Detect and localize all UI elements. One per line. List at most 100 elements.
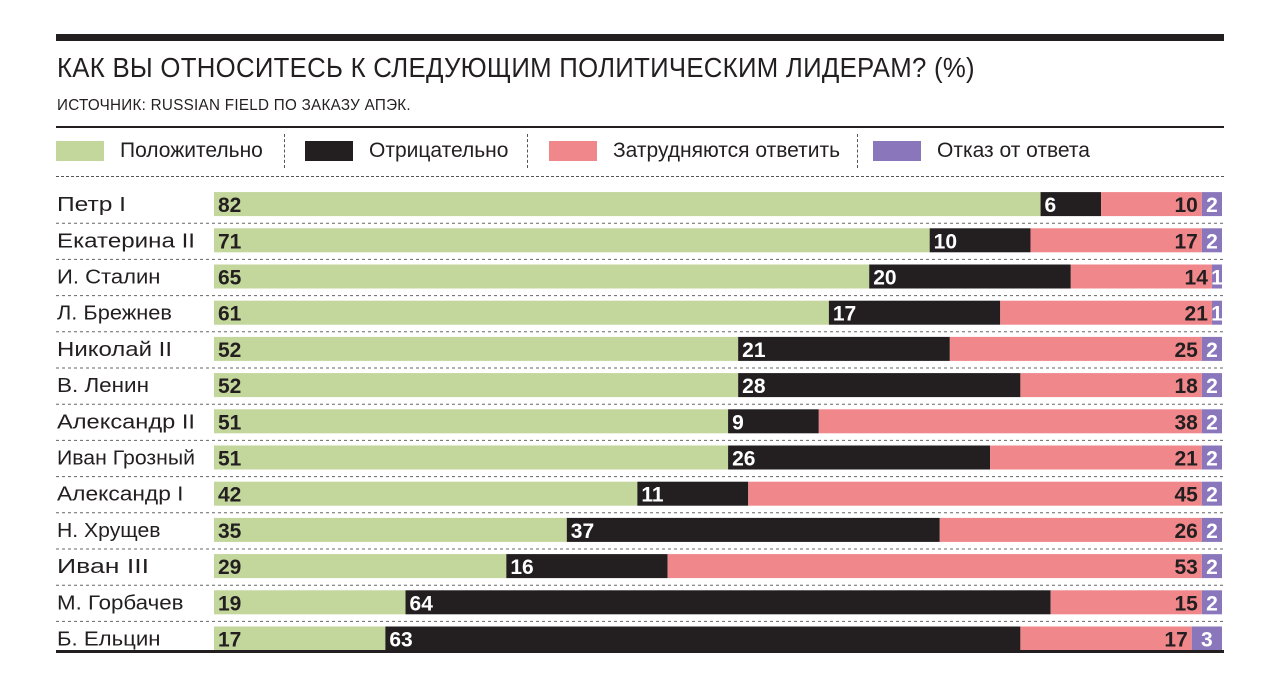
category-label: Иван III xyxy=(57,556,149,578)
bar-segment-positive xyxy=(214,192,1041,217)
bar-segment-undecided xyxy=(1020,626,1192,651)
category-label: Александр II xyxy=(57,411,195,433)
data-label-refused: 2 xyxy=(1206,411,1218,434)
legend-item-refused: Отказ от ответа xyxy=(873,132,1090,170)
bar-segment-negative xyxy=(869,264,1071,289)
legend-item-undecided: Затрудняются ответить xyxy=(549,132,840,170)
legend-swatch-refused xyxy=(873,141,921,161)
data-label-refused: 2 xyxy=(1206,375,1218,398)
data-label-positive: 51 xyxy=(218,411,242,434)
bar-segment-negative xyxy=(929,228,1031,253)
data-label-undecided: 14 xyxy=(1185,267,1209,290)
bar-segment-negative xyxy=(738,373,1021,398)
bottom-rule xyxy=(56,650,1224,653)
bar-segment-negative xyxy=(566,517,940,542)
category-label: Иван Грозный xyxy=(57,448,195,470)
data-label-undecided: 15 xyxy=(1174,592,1198,615)
category-label: М. Горбачев xyxy=(57,592,184,614)
data-label-positive: 35 xyxy=(218,520,242,543)
legend-label-refused: Отказ от ответа xyxy=(937,139,1090,162)
bar-segment-refused xyxy=(1201,481,1222,506)
category-label: Петр I xyxy=(57,194,126,216)
bar-segment-positive xyxy=(214,409,729,434)
data-label-positive: 82 xyxy=(218,194,241,217)
bar-segment-refused xyxy=(1201,517,1222,542)
legend-swatch-negative xyxy=(305,141,353,161)
bar-segment-undecided xyxy=(818,409,1202,434)
data-label-negative: 63 xyxy=(389,629,412,652)
bar-segment-refused xyxy=(1191,626,1222,651)
data-label-undecided: 18 xyxy=(1174,375,1198,398)
legend-top-rule xyxy=(56,126,1224,128)
bar-segment-refused xyxy=(1201,409,1222,434)
data-label-undecided: 25 xyxy=(1174,339,1198,362)
bar-segment-undecided xyxy=(667,554,1202,579)
bar-segment-undecided xyxy=(1020,373,1202,398)
data-label-negative: 11 xyxy=(641,484,664,507)
data-label-undecided: 10 xyxy=(1174,194,1197,217)
data-label-positive: 52 xyxy=(218,375,241,398)
data-label-undecided: 26 xyxy=(1174,520,1197,543)
bar-segment-undecided xyxy=(939,517,1202,542)
bar-segment-refused xyxy=(1211,264,1222,289)
data-label-positive: 29 xyxy=(218,556,241,579)
data-label-refused: 1 xyxy=(1211,303,1223,326)
data-label-refused: 2 xyxy=(1206,448,1218,471)
category-label: Н. Хрущев xyxy=(57,520,161,542)
data-label-refused: 2 xyxy=(1206,592,1218,615)
data-label-positive: 51 xyxy=(218,448,242,471)
bar-segment-refused xyxy=(1201,445,1222,470)
chart-title: КАК ВЫ ОТНОСИТЕСЬ К СЛЕДУЮЩИМ ПОЛИТИЧЕСК… xyxy=(57,52,975,83)
bar-segment-positive xyxy=(214,264,870,289)
data-label-positive: 71 xyxy=(218,230,242,253)
data-label-positive: 61 xyxy=(218,303,242,326)
bar-segment-undecided xyxy=(949,336,1202,361)
data-label-negative: 37 xyxy=(571,520,594,543)
bar-segment-positive xyxy=(214,626,386,651)
data-label-refused: 2 xyxy=(1206,339,1218,362)
data-label-refused: 2 xyxy=(1206,194,1218,217)
bar-segment-negative xyxy=(828,300,1001,325)
data-label-positive: 52 xyxy=(218,339,241,362)
category-label: И. Сталин xyxy=(57,267,161,289)
data-label-negative: 17 xyxy=(833,303,856,326)
bar-segment-negative xyxy=(728,445,991,470)
category-label: Николай II xyxy=(57,339,172,361)
bar-segment-negative xyxy=(385,626,1021,651)
bar-segment-positive xyxy=(214,336,739,361)
bar-segment-undecided xyxy=(1050,590,1202,615)
legend-item-positive: Положительно xyxy=(56,132,263,170)
category-label: Екатерина II xyxy=(57,230,195,252)
bar-segment-refused xyxy=(1201,192,1222,217)
bar-segment-positive xyxy=(214,300,829,325)
bar-segment-positive xyxy=(214,590,406,615)
bar-segment-negative xyxy=(637,481,749,506)
data-label-negative: 64 xyxy=(410,592,434,615)
data-label-negative: 21 xyxy=(742,339,766,362)
legend-swatch-positive xyxy=(56,141,104,161)
legend-label-positive: Положительно xyxy=(120,139,263,162)
data-label-positive: 19 xyxy=(218,592,241,615)
data-label-positive: 17 xyxy=(218,629,241,652)
legend-divider xyxy=(527,134,528,168)
bar-segment-refused xyxy=(1201,228,1222,253)
legend-divider xyxy=(857,134,858,168)
bar-segment-positive xyxy=(214,481,638,506)
data-label-refused: 3 xyxy=(1201,629,1213,652)
bar-segment-refused xyxy=(1211,300,1222,325)
data-label-refused: 2 xyxy=(1206,520,1218,543)
bar-segment-undecided xyxy=(1030,228,1202,253)
bar-segment-positive xyxy=(214,517,567,542)
data-label-undecided: 53 xyxy=(1174,556,1197,579)
data-label-negative: 9 xyxy=(732,411,744,434)
legend-bottom-divider xyxy=(56,176,1224,177)
bar-segment-negative xyxy=(1040,192,1102,217)
bar-segment-positive xyxy=(214,228,930,253)
data-label-undecided: 17 xyxy=(1174,230,1197,253)
legend-swatch-undecided xyxy=(549,141,597,161)
data-label-negative: 20 xyxy=(873,267,896,290)
category-label: В. Ленин xyxy=(57,375,149,397)
bar-segment-refused xyxy=(1201,554,1222,579)
data-label-negative: 28 xyxy=(742,375,766,398)
